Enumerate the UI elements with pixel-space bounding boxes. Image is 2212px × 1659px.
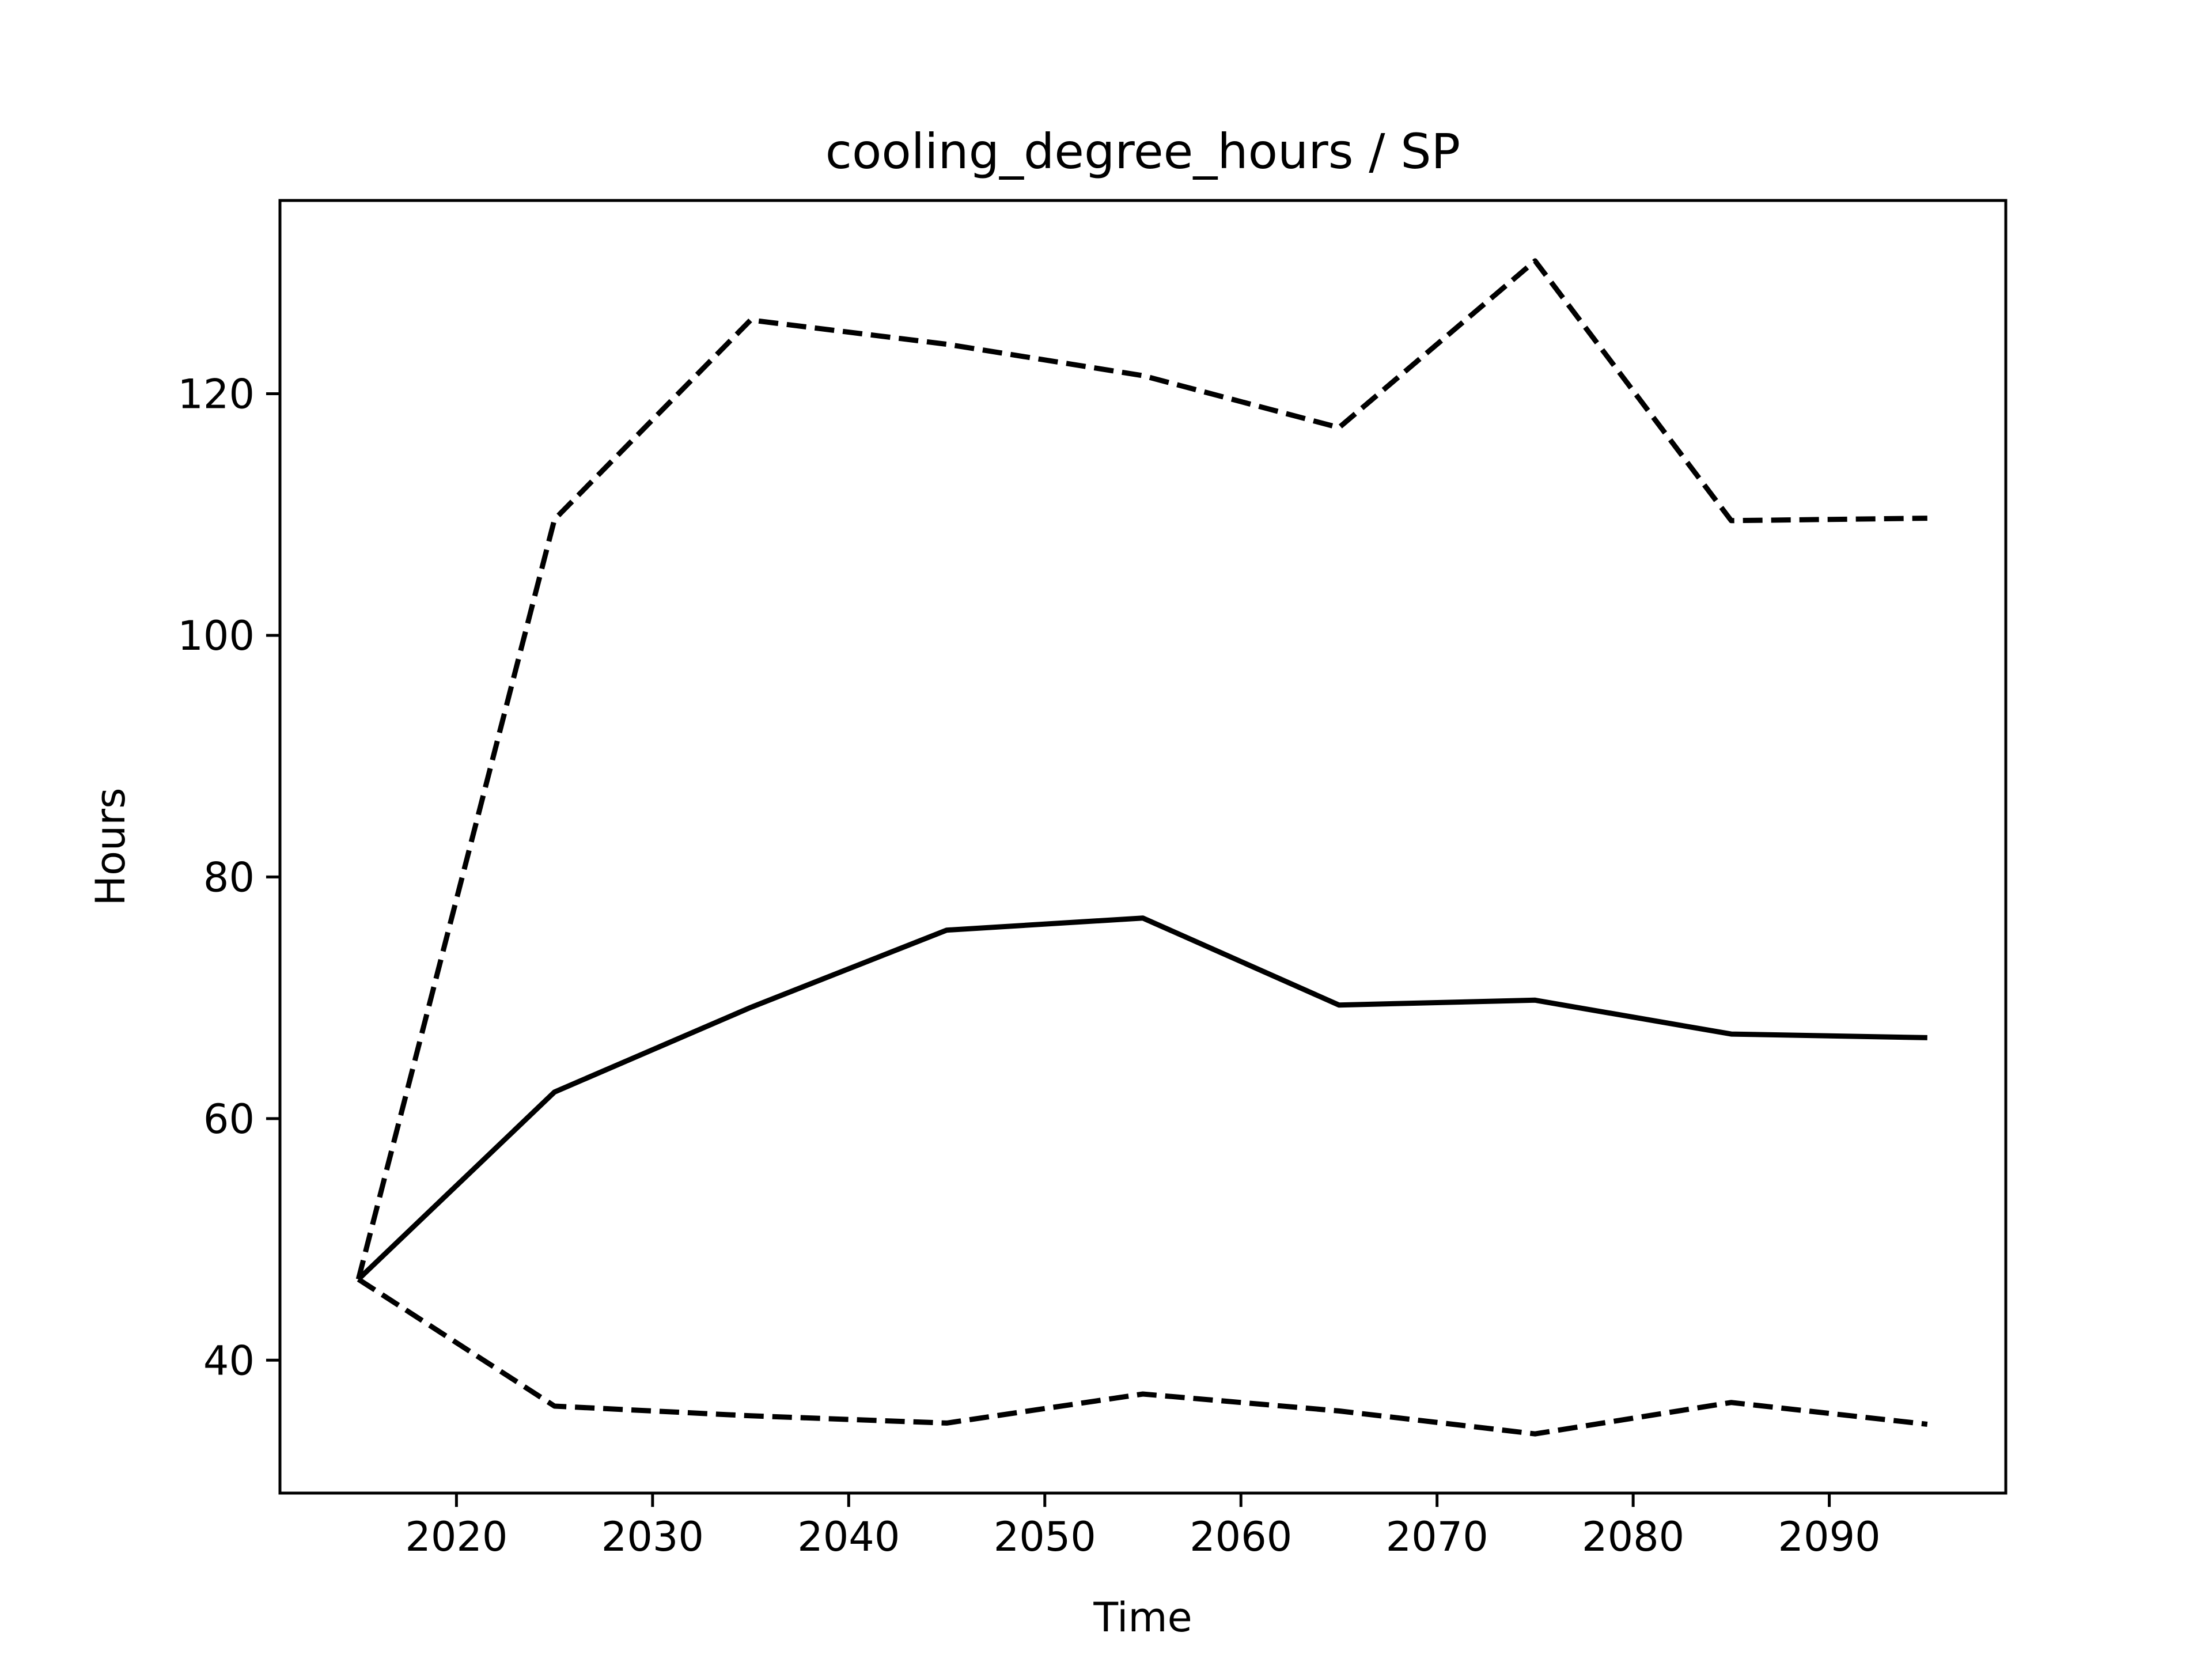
x-axis-ticks: 2020 2030 2040 2050 2060 2070 2080 2090 bbox=[405, 1493, 1881, 1560]
x-tick-label: 2070 bbox=[1386, 1513, 1488, 1560]
plot-area-frame bbox=[278, 199, 2008, 1495]
y-axis-ticks: 40 60 80 100 120 bbox=[177, 371, 280, 1384]
x-tick-label: 2050 bbox=[994, 1513, 1096, 1560]
x-tick-label: 2080 bbox=[1582, 1513, 1684, 1560]
x-tick-label: 2030 bbox=[601, 1513, 704, 1560]
chart-title: cooling_degree_hours / SP bbox=[825, 123, 1460, 180]
y-tick-label: 80 bbox=[203, 854, 255, 901]
y-tick-label: 120 bbox=[177, 371, 255, 418]
series-line-1-solid bbox=[357, 915, 1927, 1282]
x-tick-label: 2090 bbox=[1778, 1513, 1881, 1560]
x-tick-label: 2040 bbox=[797, 1513, 900, 1560]
y-axis-label: Hours bbox=[87, 787, 134, 906]
series-layer bbox=[355, 258, 1928, 1437]
x-tick-label: 2020 bbox=[405, 1513, 507, 1560]
y-tick-label: 60 bbox=[203, 1096, 255, 1143]
x-tick-label: 2060 bbox=[1190, 1513, 1292, 1560]
series-line-2-dashed bbox=[355, 258, 1927, 1280]
y-tick-label: 40 bbox=[203, 1337, 255, 1384]
x-axis-label: Time bbox=[1093, 1594, 1192, 1641]
y-tick-label: 100 bbox=[177, 612, 255, 660]
series-line-3-dashed bbox=[357, 1277, 1928, 1437]
